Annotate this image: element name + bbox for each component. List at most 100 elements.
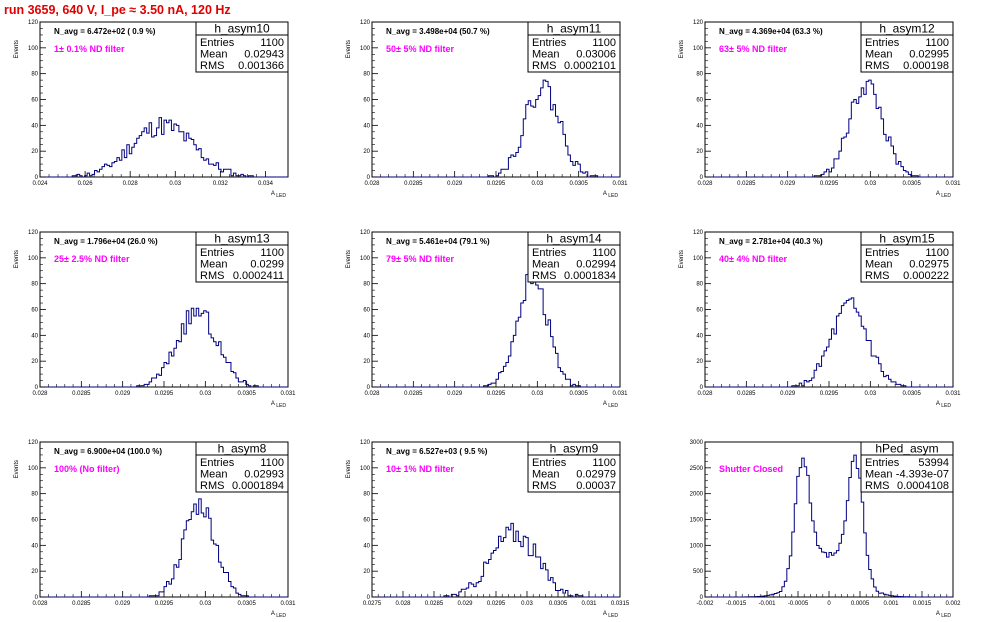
y-tick-label: 120 <box>28 20 39 26</box>
x-tick-label: 0.029 <box>115 391 131 397</box>
stats-box <box>860 21 954 73</box>
x-tick-label: 0.002 <box>945 601 961 607</box>
stats-entries-label: Entries <box>532 247 567 259</box>
y-tick-label: 60 <box>696 308 703 314</box>
stats-entries-value: 1100 <box>592 247 616 259</box>
x-tick-label: 0.0295 <box>487 391 506 397</box>
y-tick-label: 40 <box>363 333 370 339</box>
stats-mean-label: Mean <box>532 49 560 61</box>
y-tick-label: 120 <box>360 20 371 26</box>
x-tick-label: 0.029 <box>780 181 796 187</box>
x-tick-label: 0.0015 <box>913 601 932 607</box>
y-tick-label: 40 <box>363 543 370 549</box>
stats-box <box>527 441 621 493</box>
stats-rms-value: 0.0001894 <box>232 480 284 492</box>
navg-label: N_avg = 1.796e+04 (26.0 %) <box>54 237 158 246</box>
y-tick-label: 60 <box>31 308 38 314</box>
x-tick-label: 0.001 <box>883 601 899 607</box>
stats-rms-value: 0.0002101 <box>564 60 616 72</box>
stats-title: hPed_asym <box>875 442 938 456</box>
histogram-line <box>372 522 620 598</box>
x-tick-label: 0.028 <box>32 601 48 607</box>
stats-mean-value: 0.02979 <box>576 469 616 481</box>
histogram-svg: 0 20 40 60 80 100 120 0.028 0.0285 0.029 0.0295 0.0… <box>346 230 628 409</box>
stats-box <box>195 21 289 73</box>
x-tick-label: 0.0315 <box>611 601 630 607</box>
x-tick-label: 0.03 <box>521 601 533 607</box>
y-tick-label: 0 <box>35 595 39 601</box>
stats-entries-label: Entries <box>865 247 900 259</box>
histogram-line <box>40 498 288 598</box>
x-tick-label: 0.0285 <box>737 391 756 397</box>
navg-label: N_avg = 6.527e+03 ( 9.5 %) <box>386 447 488 456</box>
y-tick-label: 60 <box>31 98 38 104</box>
stats-mean-label: Mean <box>200 49 228 61</box>
y-tick-label: 0 <box>700 385 704 391</box>
x-tick-label: 0.03 <box>864 391 876 397</box>
x-tick-label: 0.0275 <box>363 601 382 607</box>
y-tick-label: 100 <box>693 46 704 52</box>
y-tick-label: 80 <box>363 282 370 288</box>
filter-label: 63± 5% ND filter <box>719 44 787 54</box>
y-tick-label: 60 <box>363 518 370 524</box>
histogram-pad-h_asym11: 0 20 40 60 80 100 120 0.028 0.0285 0.029 0.0295 0.0… <box>342 16 635 201</box>
filter-label: 25± 2.5% ND filter <box>54 254 130 264</box>
x-tick-label: 0.0285 <box>737 181 756 187</box>
y-tick-label: 0 <box>367 385 371 391</box>
y-tick-label: 20 <box>696 149 703 155</box>
x-tick-label: 0.028 <box>364 181 380 187</box>
x-tick-label: -0.001 <box>758 601 776 607</box>
y-tick-label: 60 <box>696 98 703 104</box>
stats-entries-label: Entries <box>532 37 567 49</box>
histogram-pad-hPed_asym: 0 500 1000 1500 2000 2500 3000 -0.002 -0.0015 -0.… <box>675 436 968 621</box>
histogram-pad-h_asym12: 0 20 40 60 80 100 120 0.028 0.0285 0.029 0.0295 0.0… <box>675 16 968 201</box>
histogram-svg: 0 20 40 60 80 100 120 0.028 0.0285 0.029 0.0295 0.0… <box>346 20 628 199</box>
y-tick-label: 0 <box>700 595 704 601</box>
histogram-line <box>705 454 953 598</box>
y-tick-label: 20 <box>31 149 38 155</box>
y-axis-label: Events <box>14 250 20 268</box>
x-tick-label: 0.028 <box>364 391 380 397</box>
stats-rms-label: RMS <box>200 60 224 72</box>
x-tick-label: 0.0285 <box>72 391 91 397</box>
x-tick-label: 0.031 <box>945 391 961 397</box>
y-tick-label: 40 <box>696 333 703 339</box>
x-tick-label: 0.03 <box>864 181 876 187</box>
stats-mean-value: 0.02943 <box>244 49 284 61</box>
x-tick-label: 0.0285 <box>404 391 423 397</box>
histogram-line <box>372 266 620 388</box>
filter-label: 100% (No filter) <box>54 464 120 474</box>
stats-mean-value: 0.02993 <box>244 469 284 481</box>
x-tick-label: 0.028 <box>32 391 48 397</box>
y-tick-label: 100 <box>28 256 39 262</box>
x-axis-label: A LED <box>271 401 287 409</box>
x-tick-label: 0.0005 <box>851 601 870 607</box>
histogram-svg: 0 500 1000 1500 2000 2500 3000 -0.002 -0.0015 -0.… <box>690 440 962 619</box>
stats-box <box>195 231 289 283</box>
x-tick-label: 0.0305 <box>569 181 588 187</box>
filter-label: Shutter Closed <box>719 464 783 474</box>
stats-entries-value: 1100 <box>592 37 616 49</box>
x-tick-label: 0.031 <box>581 601 597 607</box>
stats-entries-label: Entries <box>200 247 235 259</box>
y-tick-label: 20 <box>696 359 703 365</box>
stats-rms-value: 0.0001834 <box>564 270 616 282</box>
x-tick-label: 0.029 <box>447 181 463 187</box>
stats-title: h_asym15 <box>879 232 935 246</box>
filter-label: 40± 4% ND filter <box>719 254 787 264</box>
x-axis-label: A LED <box>271 191 287 199</box>
navg-label: N_avg = 5.461e+04 (79.1 %) <box>386 237 490 246</box>
x-tick-label: 0.024 <box>32 181 48 187</box>
x-tick-label: 0.031 <box>280 391 296 397</box>
stats-entries-value: 1100 <box>925 247 949 259</box>
histogram-line <box>705 297 953 388</box>
y-tick-label: 20 <box>363 149 370 155</box>
histogram-svg: 0 20 40 60 80 100 120 0.028 0.0285 0.029 0.0295 0.0… <box>14 230 296 409</box>
stats-mean-label: Mean <box>532 469 560 481</box>
x-tick-label: 0.0305 <box>902 181 921 187</box>
x-tick-label: 0.028 <box>123 181 139 187</box>
stats-rms-label: RMS <box>865 60 889 72</box>
histogram-line <box>40 307 288 388</box>
x-tick-label: 0.03 <box>531 181 543 187</box>
y-tick-label: 2000 <box>690 492 704 498</box>
